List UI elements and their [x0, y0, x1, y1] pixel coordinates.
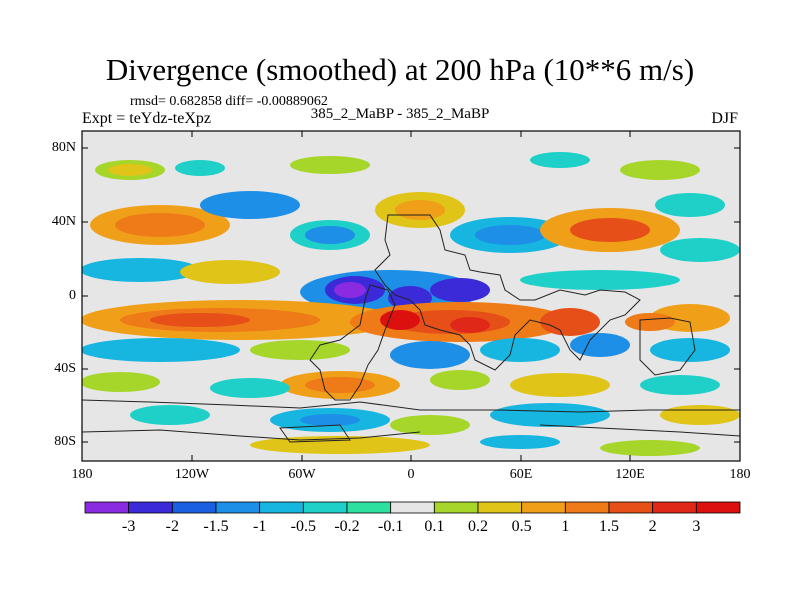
colorbar-label: 0.1	[424, 518, 445, 535]
lon-label-60e: 60E	[509, 467, 533, 482]
colorbar-swatch	[302, 501, 348, 514]
lat-label-40n: 40N	[51, 214, 76, 229]
colorbar-swatch	[433, 501, 479, 514]
colorbar	[84, 501, 741, 514]
colorbar-label: -1	[252, 518, 267, 535]
colorbar-swatch	[215, 501, 261, 514]
colorbar-swatch	[564, 501, 610, 514]
axis-ticks	[82, 131, 740, 461]
rmsd-stats: rmsd= 0.682858 diff= -0.00889062	[130, 94, 328, 109]
divergence-field	[82, 152, 740, 456]
colorbar-label: 1.5	[599, 518, 619, 535]
colorbar-swatch	[128, 501, 173, 514]
experiment-label: Expt = teYdz-teXpz	[82, 110, 211, 127]
lat-label-80s: 80S	[54, 434, 76, 449]
lat-label-40s: 40S	[54, 361, 76, 376]
colorbar-swatch	[84, 501, 130, 514]
colorbar-label: -0.5	[290, 518, 316, 535]
colorbar-swatch	[259, 501, 304, 514]
colorbar-swatch	[390, 501, 435, 514]
colorbar-swatch	[608, 501, 654, 514]
lon-label-120e: 120E	[615, 467, 645, 482]
map-title: Divergence (smoothed) at 200 hPa (10**6 …	[105, 52, 695, 87]
colorbar-swatch	[171, 501, 217, 514]
colorbar-label: -0.2	[334, 518, 360, 535]
colorbar-swatch	[695, 501, 741, 514]
colorbar-swatch	[346, 501, 392, 514]
colorbar-swatch	[521, 501, 566, 514]
colorbar-label: -1.5	[203, 518, 229, 535]
case-label: 385_2_MaBP - 385_2_MaBP	[310, 106, 490, 122]
lon-label-0: 0	[407, 467, 415, 482]
lat-label-0: 0	[69, 288, 76, 303]
colorbar-label: -2	[165, 518, 179, 535]
colorbar-label: 0.5	[511, 518, 532, 535]
lon-label-180e: 180	[729, 467, 751, 482]
colorbar-swatch	[477, 501, 523, 514]
colorbar-label: 1	[561, 518, 570, 535]
land-outlines	[82, 214, 740, 443]
colorbar-label: -3	[121, 518, 136, 535]
lon-label-180w: 180	[71, 467, 93, 482]
colorbar-label: -0.1	[377, 518, 404, 535]
lon-label-60w: 60W	[288, 467, 316, 482]
season-label: DJF	[711, 110, 738, 127]
colorbar-label: 3	[692, 518, 701, 535]
colorbar-swatch	[652, 501, 697, 514]
lon-label-120w: 120W	[174, 467, 210, 482]
colorbar-label: 0.2	[468, 518, 488, 535]
lat-label-80n: 80N	[51, 140, 76, 155]
colorbar-label: 2	[648, 518, 657, 535]
